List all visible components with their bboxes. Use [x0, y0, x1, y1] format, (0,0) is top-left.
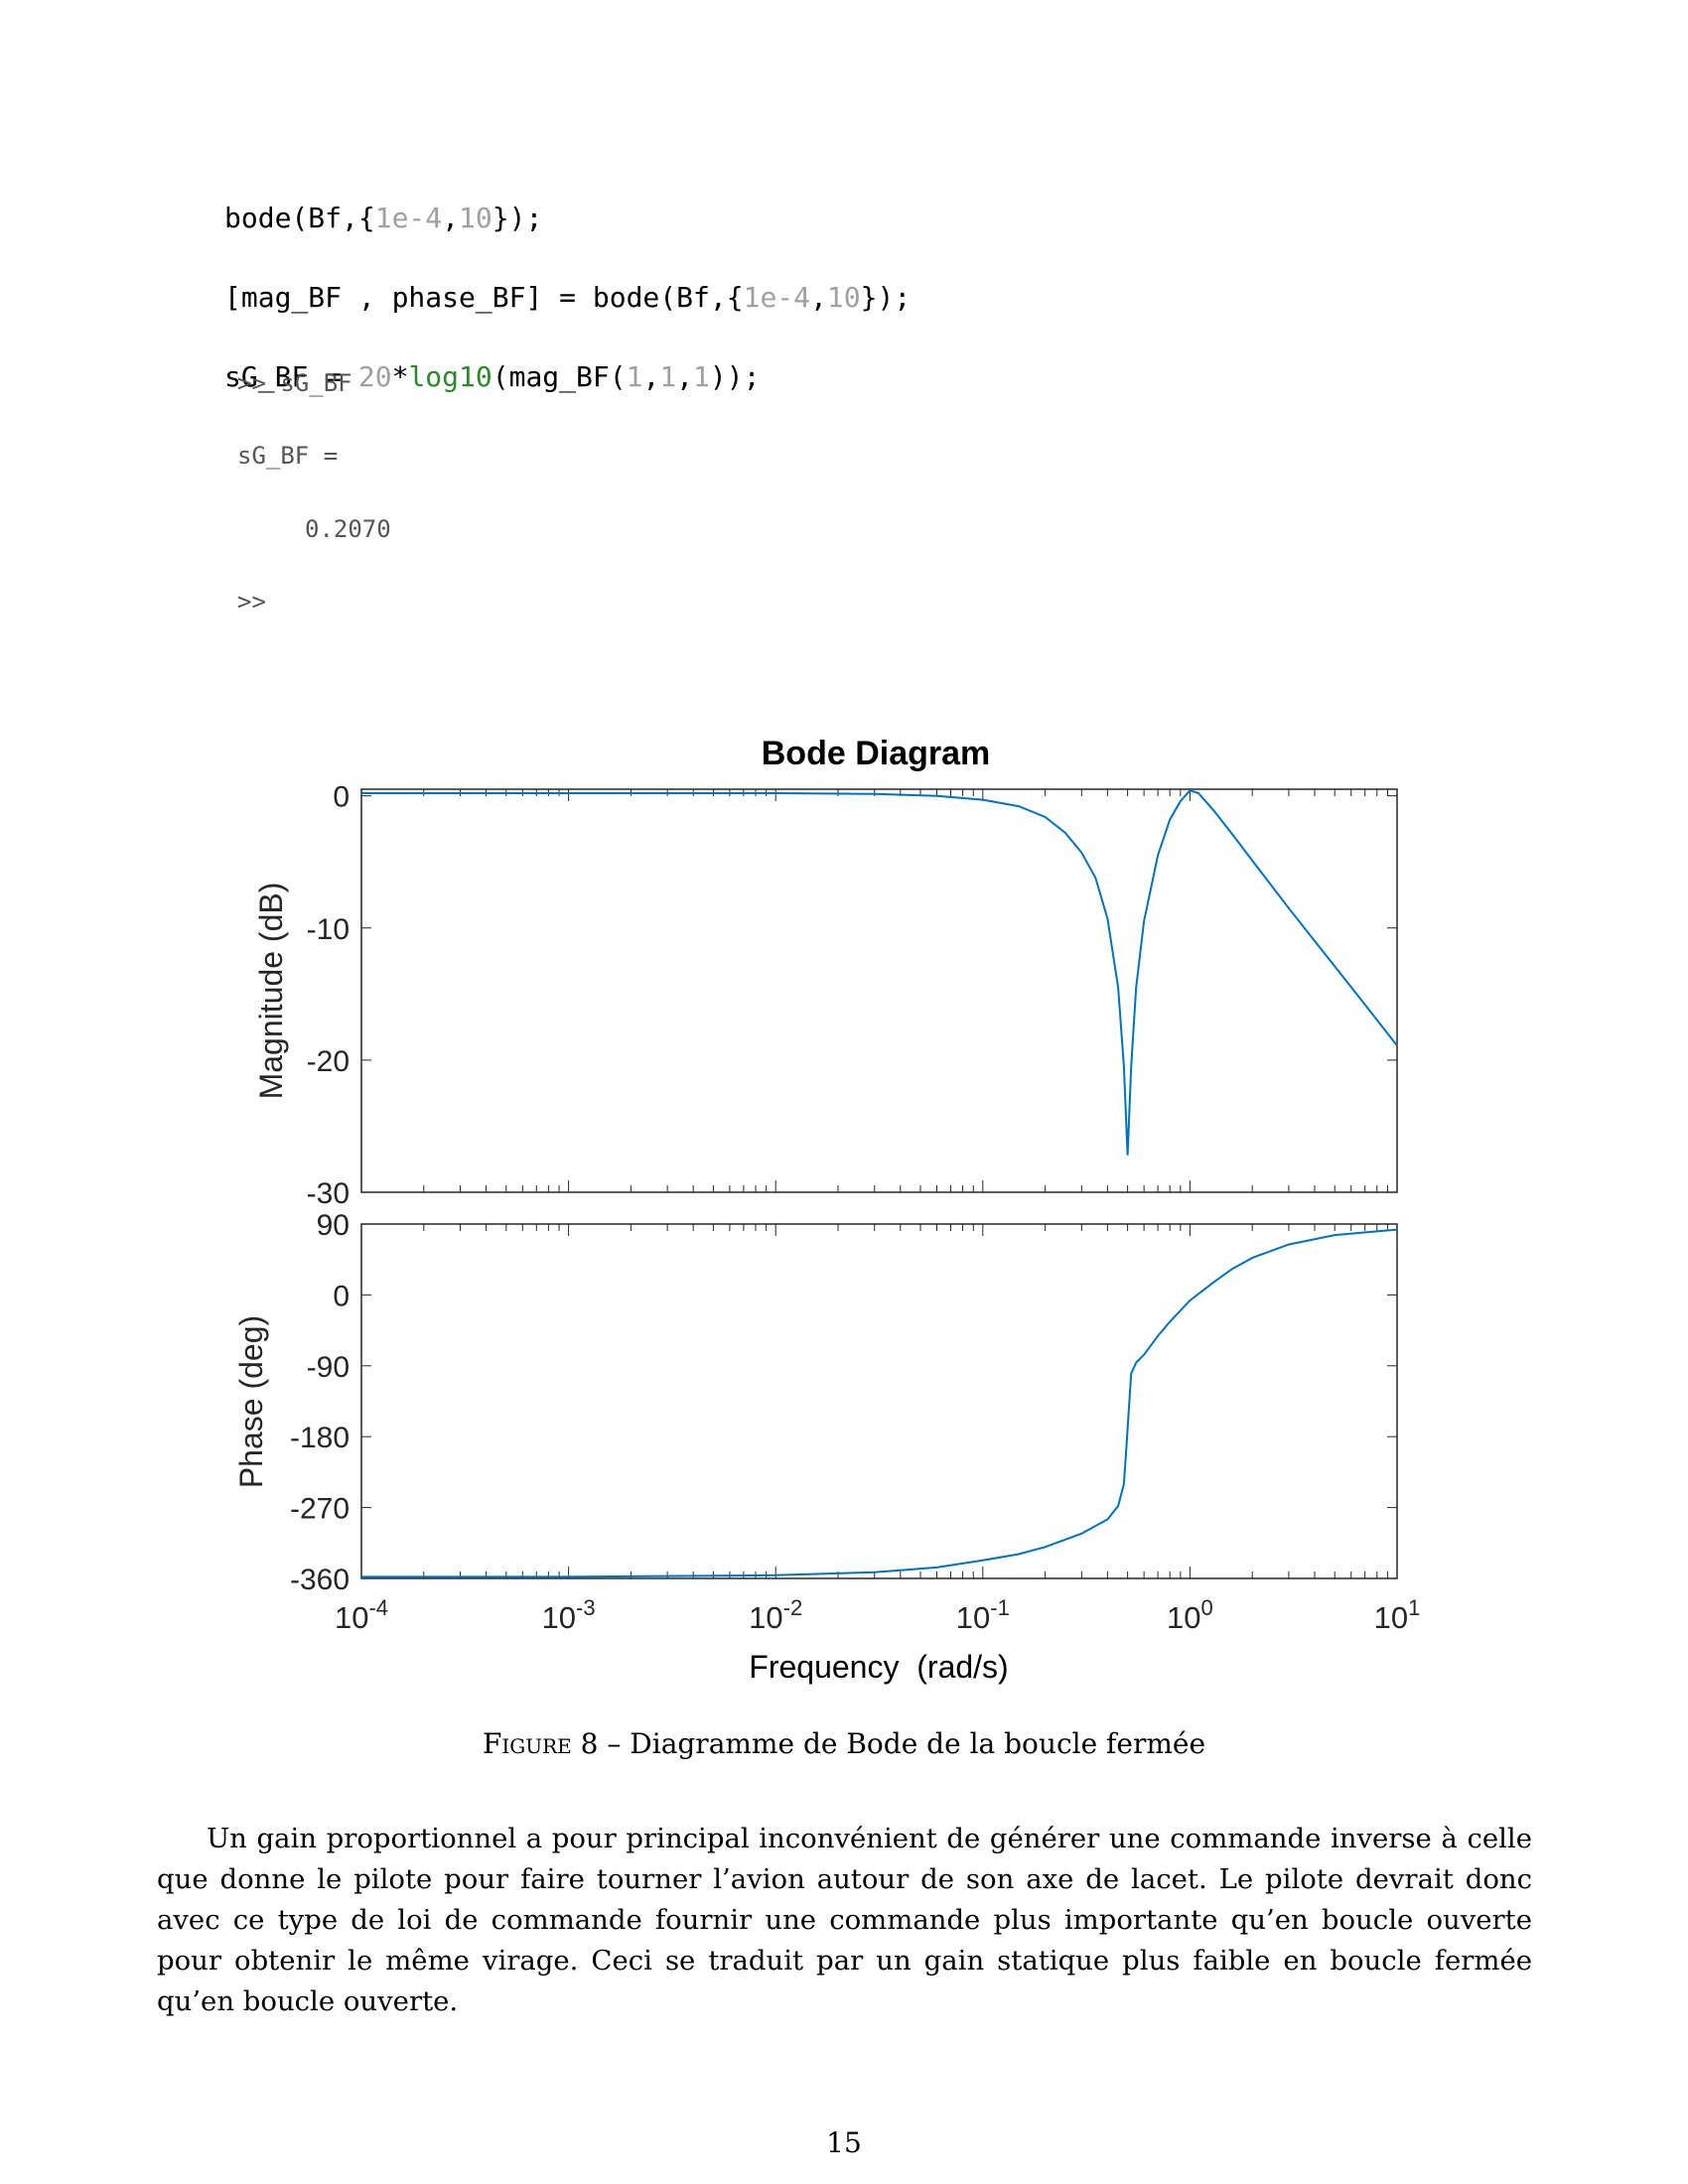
code-line-2: [mag_BF , phase_BF] = bode(Bf,{1e-4,10})… [224, 281, 912, 314]
y-tick-label: -20 [307, 1045, 350, 1078]
y-tick-label: -90 [307, 1351, 350, 1384]
x-tick-label: 101 [1374, 1595, 1421, 1635]
console-assign-line: sG_BF = [237, 442, 339, 470]
phase-ticks [360, 1223, 1398, 1579]
body-paragraph: Un gain proportionnel a pour principal i… [157, 1823, 1532, 2017]
console-prompt-line: >> sG_BF [237, 369, 352, 397]
code-line-1: bode(Bf,{1e-4,10}); [224, 202, 543, 234]
phase-axes: 90 0 -90 -180 -270 -360 Phase (deg) [233, 1209, 1398, 1596]
x-tick-label: 10-4 [335, 1595, 388, 1635]
figure-caption: Figure 8 – Diagramme de Bode de la boucl… [0, 1727, 1688, 1760]
y-tick-label: -270 [290, 1493, 350, 1526]
phase-plot-frame [360, 1223, 1398, 1579]
code-block: bode(Bf,{1e-4,10}); [mag_BF , phase_BF] … [224, 159, 911, 437]
x-tick-label: 100 [1167, 1595, 1213, 1635]
y-tick-label: -10 [307, 913, 350, 946]
x-tick-labels: 10-4 10-3 10-2 10-1 100 101 [335, 1595, 1420, 1635]
y-tick-label: 90 [317, 1209, 350, 1242]
magnitude-y-tick-labels: 0 -10 -20 -30 [307, 781, 350, 1210]
console-empty-prompt: >> [237, 588, 266, 615]
console-value: 0.2070 [305, 515, 391, 543]
page-number: 15 [826, 2126, 862, 2159]
y-tick-label: -30 [307, 1177, 350, 1210]
magnitude-axes: 0 -10 -20 -30 Magnitude (dB) [253, 781, 1398, 1210]
bode-diagram-figure: Bode Diagram 0 -10 -20 -30 Magnitude (dB) 9… [233, 735, 1420, 1685]
y-tick-label: -180 [290, 1422, 350, 1454]
chart-title: Bode Diagram [762, 735, 991, 772]
y-tick-label: -360 [290, 1564, 350, 1596]
x-tick-label: 10-1 [956, 1595, 1010, 1635]
x-tick-label: 10-3 [542, 1595, 596, 1635]
x-axis-label: Frequency (rad/s) [749, 1649, 1008, 1685]
y-tick-label: 0 [333, 1280, 350, 1312]
caption-text: – Diagramme de Bode de la boucle fermée [598, 1727, 1206, 1760]
phase-axis-label: Phase (deg) [233, 1315, 269, 1488]
code-line-3: sG_BF = 20*log10(mag_BF(1,1,1)); [224, 360, 761, 393]
y-tick-label: 0 [333, 781, 350, 814]
magnitude-curve [361, 789, 1398, 1156]
x-tick-label: 10-2 [749, 1595, 802, 1635]
phase-curve [361, 1228, 1398, 1578]
magnitude-plot-frame [360, 788, 1398, 1193]
magnitude-axis-label: Magnitude (dB) [253, 883, 289, 1100]
phase-y-tick-labels: 90 0 -90 -180 -270 -360 [290, 1209, 350, 1596]
caption-label: Figure 8 [482, 1727, 599, 1760]
